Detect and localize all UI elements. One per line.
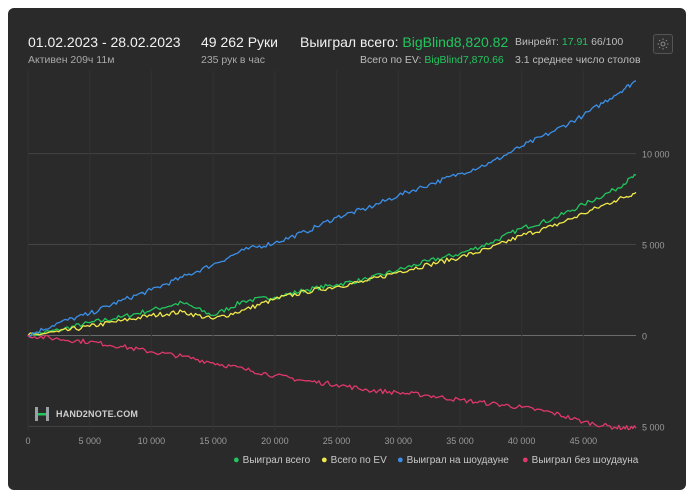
legend-label: Всего по EV [330,455,387,466]
series-line-2 [27,80,637,338]
legend-dot-icon: ● [321,454,328,466]
winrate: Винрейт: 17.91 66/100 [515,36,623,48]
date-range: 01.02.2023 - 28.02.2023 [28,34,181,50]
y-tick-label: 10 000 [642,150,670,160]
x-tick-label: 25 000 [323,436,351,446]
x-tick-label: 10 000 [138,436,166,446]
legend-dot-icon: ● [522,454,529,466]
legend-label: Выиграл без шоудауна [531,455,639,466]
x-tick-label: 20 000 [261,436,289,446]
y-tick-label: 5 000 [642,422,665,432]
series-line-3 [27,334,637,431]
legend-dot-icon: ● [233,454,240,466]
legend-dot-icon: ● [397,454,404,466]
legend-item-showdown[interactable]: ● Выиграл на шоудауне [397,454,509,466]
profit-chart: 10 000 5 000 0 5 000 0 5 000 10 000 15 000 20 00… [25,70,670,446]
x-tick-label: 5 000 [78,436,101,446]
hands-per-hour: 235 рук в час [201,54,265,66]
won-total-label: Выиграл всего: [300,34,399,50]
active-time: Активен 209ч 11м [28,54,115,66]
x-tick-label: 40 000 [508,436,536,446]
logo: HAND2NOTE.COM [34,406,138,422]
series-line-0 [27,173,637,339]
stats-panel: 01.02.2023 - 28.02.2023 Активен 209ч 11м… [8,8,686,490]
avg-tables: 3.1 среднее число столов [515,54,641,66]
legend-label: Выиграл всего [242,455,311,466]
x-tick-label: 35 000 [446,436,474,446]
winrate-value: 17.91 [561,36,589,48]
ev-total-label: Всего по EV: [360,54,422,66]
y-tick-label: 0 [642,331,647,341]
x-tick-label: 45 000 [570,436,598,446]
hands-count: 49 262 Руки [201,34,278,50]
x-tick-label: 0 [25,436,30,446]
won-total-value: BigBlind8,820.82 [402,34,509,50]
h2n-logo-icon [35,407,49,421]
series-line-1 [27,191,637,336]
legend-item-won-total[interactable]: ● Выиграл всего [233,454,310,466]
gear-icon [657,38,669,50]
ev-total: Всего по EV: BigBlind7,870.66 [360,54,504,66]
settings-button[interactable] [653,34,673,54]
legend-item-non-showdown[interactable]: ● Выиграл без шоудауна [522,454,638,466]
won-total: Выиграл всего: BigBlind8,820.82 [300,34,508,50]
x-tick-label: 15 000 [199,436,227,446]
y-tick-label: 5 000 [642,241,665,251]
legend-label: Выиграл на шоудауне [406,455,509,466]
legend-item-ev[interactable]: ● Всего по EV [321,454,387,466]
winrate-label: Винрейт: [515,36,559,48]
ev-total-value: BigBlind7,870.66 [424,54,504,66]
x-tick-label: 30 000 [384,436,412,446]
winrate-hands: 66/100 [591,36,624,48]
logo-text: HAND2NOTE.COM [56,409,139,419]
